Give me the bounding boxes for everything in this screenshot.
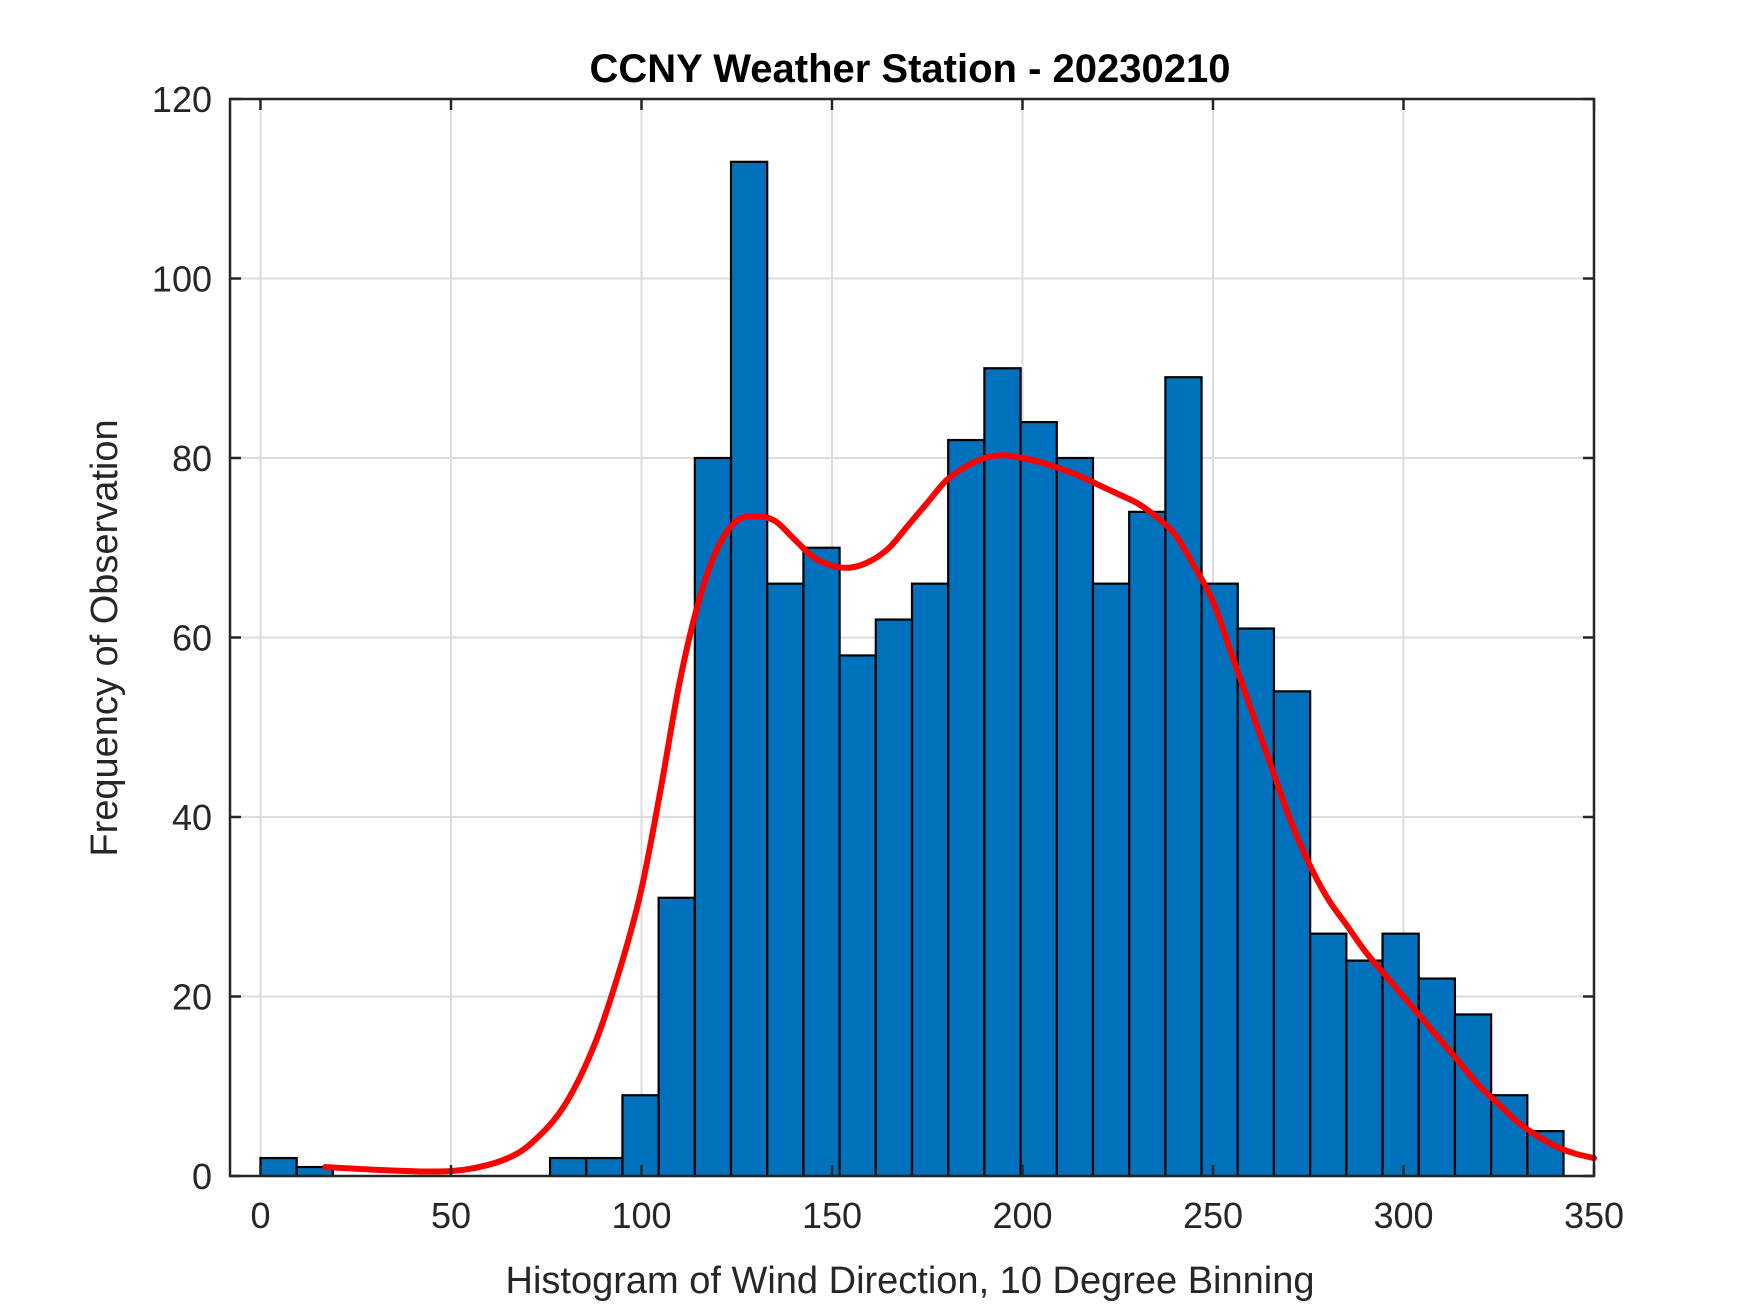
curve-layer <box>322 452 1597 1175</box>
bars-layer <box>259 160 1565 1178</box>
histogram-bar <box>1128 510 1167 1178</box>
histogram-bar <box>1309 932 1348 1178</box>
histogram-bar <box>1417 977 1457 1178</box>
histogram-bar <box>983 367 1022 1178</box>
histogram-bar <box>1164 376 1203 1178</box>
y-tick-label: 20 <box>172 977 212 1018</box>
histogram-bar <box>874 618 914 1178</box>
histogram-bar <box>1019 421 1058 1178</box>
x-axis-label: Histogram of Wind Direction, 10 Degree B… <box>506 1260 1315 1302</box>
y-tick-label: 0 <box>192 1156 212 1197</box>
histogram-bar <box>947 438 986 1178</box>
y-tick-label: 40 <box>172 797 212 838</box>
x-tick-label: 350 <box>1564 1195 1624 1236</box>
histogram-bar <box>585 1156 624 1178</box>
x-tick-label: 100 <box>611 1195 671 1236</box>
histogram-bar <box>1091 582 1131 1178</box>
chart-title: CCNY Weather Station - 20230210 <box>590 47 1231 91</box>
histogram-bar <box>657 896 696 1178</box>
x-tick-label: 150 <box>802 1195 862 1236</box>
histogram-bar <box>1345 959 1384 1178</box>
histogram-bar <box>1055 456 1095 1178</box>
histogram-bar <box>548 1156 588 1178</box>
y-axis-label: Frequency of Observation <box>84 419 126 856</box>
labels-layer: CCNY Weather Station - 20230210 Histogra… <box>84 47 1314 1302</box>
histogram-bar <box>1236 627 1276 1178</box>
histogram-bar <box>729 160 769 1178</box>
histogram-bar <box>1200 582 1239 1178</box>
x-tick-label: 200 <box>992 1195 1052 1236</box>
histogram-bar <box>1490 1094 1529 1178</box>
x-tick-label: 250 <box>1183 1195 1243 1236</box>
histogram-bar <box>1381 932 1420 1178</box>
histogram-bar <box>259 1156 298 1178</box>
histogram-bar <box>802 546 841 1178</box>
y-tick-label: 120 <box>152 79 212 120</box>
histogram-bar <box>910 582 950 1178</box>
y-tick-label: 60 <box>172 618 212 659</box>
y-tick-label: 100 <box>152 259 212 300</box>
y-tick-label: 80 <box>172 438 212 479</box>
axes-layer: 0 50 100 150 200 250 300 350 0 20 40 60 80 100 120 <box>152 79 1624 1236</box>
histogram-bar <box>838 654 877 1178</box>
x-tick-label: 0 <box>250 1195 270 1236</box>
x-tick-label: 300 <box>1373 1195 1433 1236</box>
histogram-bar <box>766 582 805 1178</box>
histogram-bar <box>621 1094 660 1178</box>
x-tick-label: 50 <box>431 1195 471 1236</box>
fit-curve <box>322 452 1597 1175</box>
histogram-bar <box>1272 690 1312 1178</box>
